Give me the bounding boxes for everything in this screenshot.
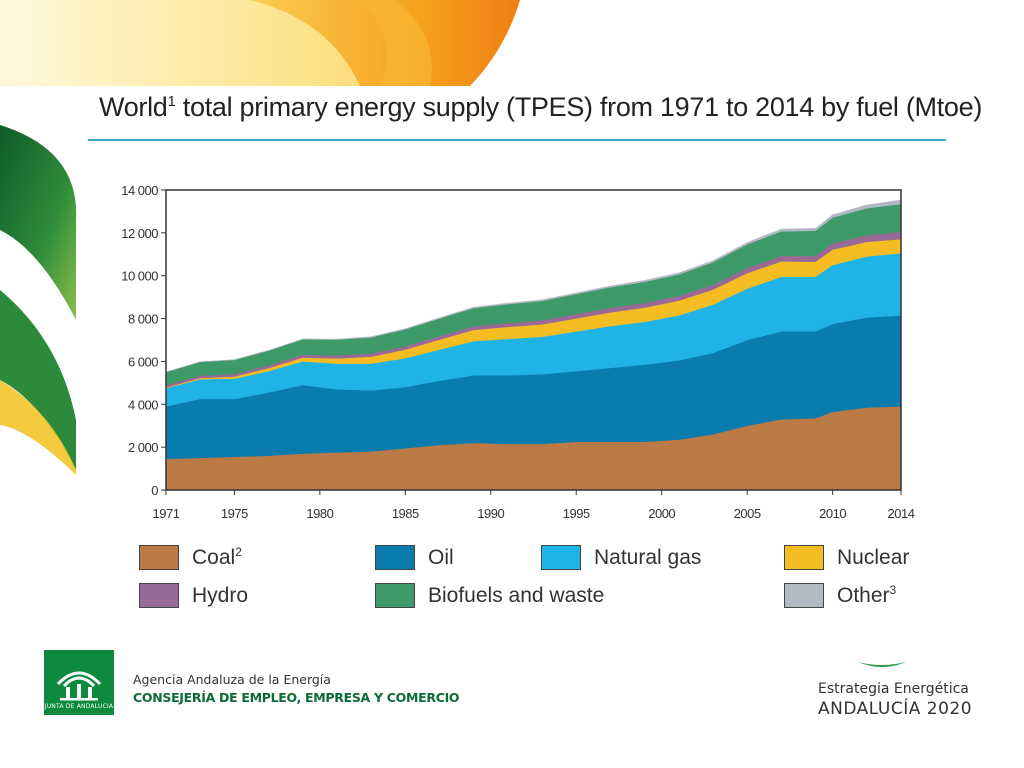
junta-emblem-icon — [56, 671, 102, 701]
x-tick-label: 2000 — [648, 506, 675, 521]
plot-frame — [165, 189, 902, 491]
y-tick-label: 4 000 — [128, 397, 158, 412]
x-tick-label: 1995 — [563, 506, 590, 521]
y-tick-label: 2 000 — [128, 440, 158, 455]
slide-title: World1 total primary energy supply (TPES… — [99, 92, 983, 122]
x-tick-label: 2010 — [819, 506, 846, 521]
x-tick-label: 1971 — [153, 506, 180, 521]
logo-text: JUNTA DE ANDALUCIA — [44, 703, 114, 710]
x-tick-label: 1990 — [477, 506, 504, 521]
x-tick-label: 1980 — [306, 506, 333, 521]
x-tick-label: 1985 — [392, 506, 419, 521]
x-tick-label: 2005 — [734, 506, 761, 521]
consejeria-name: CONSEJERÍA DE EMPLEO, EMPRESA Y COMERCIO — [133, 690, 460, 705]
y-tick-label: 0 — [151, 483, 158, 498]
y-tick-label: 8 000 — [128, 312, 158, 327]
y-tick-label: 14 000 — [121, 183, 158, 198]
y-tick-label: 12 000 — [121, 226, 158, 241]
y-tick-label: 6 000 — [128, 354, 158, 369]
top-orange-swoosh — [0, 0, 520, 86]
bottom-green-arc — [858, 662, 906, 667]
agency-name: Agencia Andaluza de la Energía — [133, 672, 331, 687]
junta-de-andalucia-logo: JUNTA DE ANDALUCIA — [44, 650, 114, 715]
title-underline — [88, 139, 946, 141]
x-tick-label: 2014 — [888, 506, 915, 521]
y-tick-label: 10 000 — [121, 269, 158, 284]
x-tick-label: 1975 — [221, 506, 248, 521]
left-green-swoosh — [0, 125, 77, 475]
strategy-line-2: ANDALUCÍA 2020 — [818, 699, 973, 719]
strategy-line-1: Estrategia Energética — [818, 681, 969, 697]
